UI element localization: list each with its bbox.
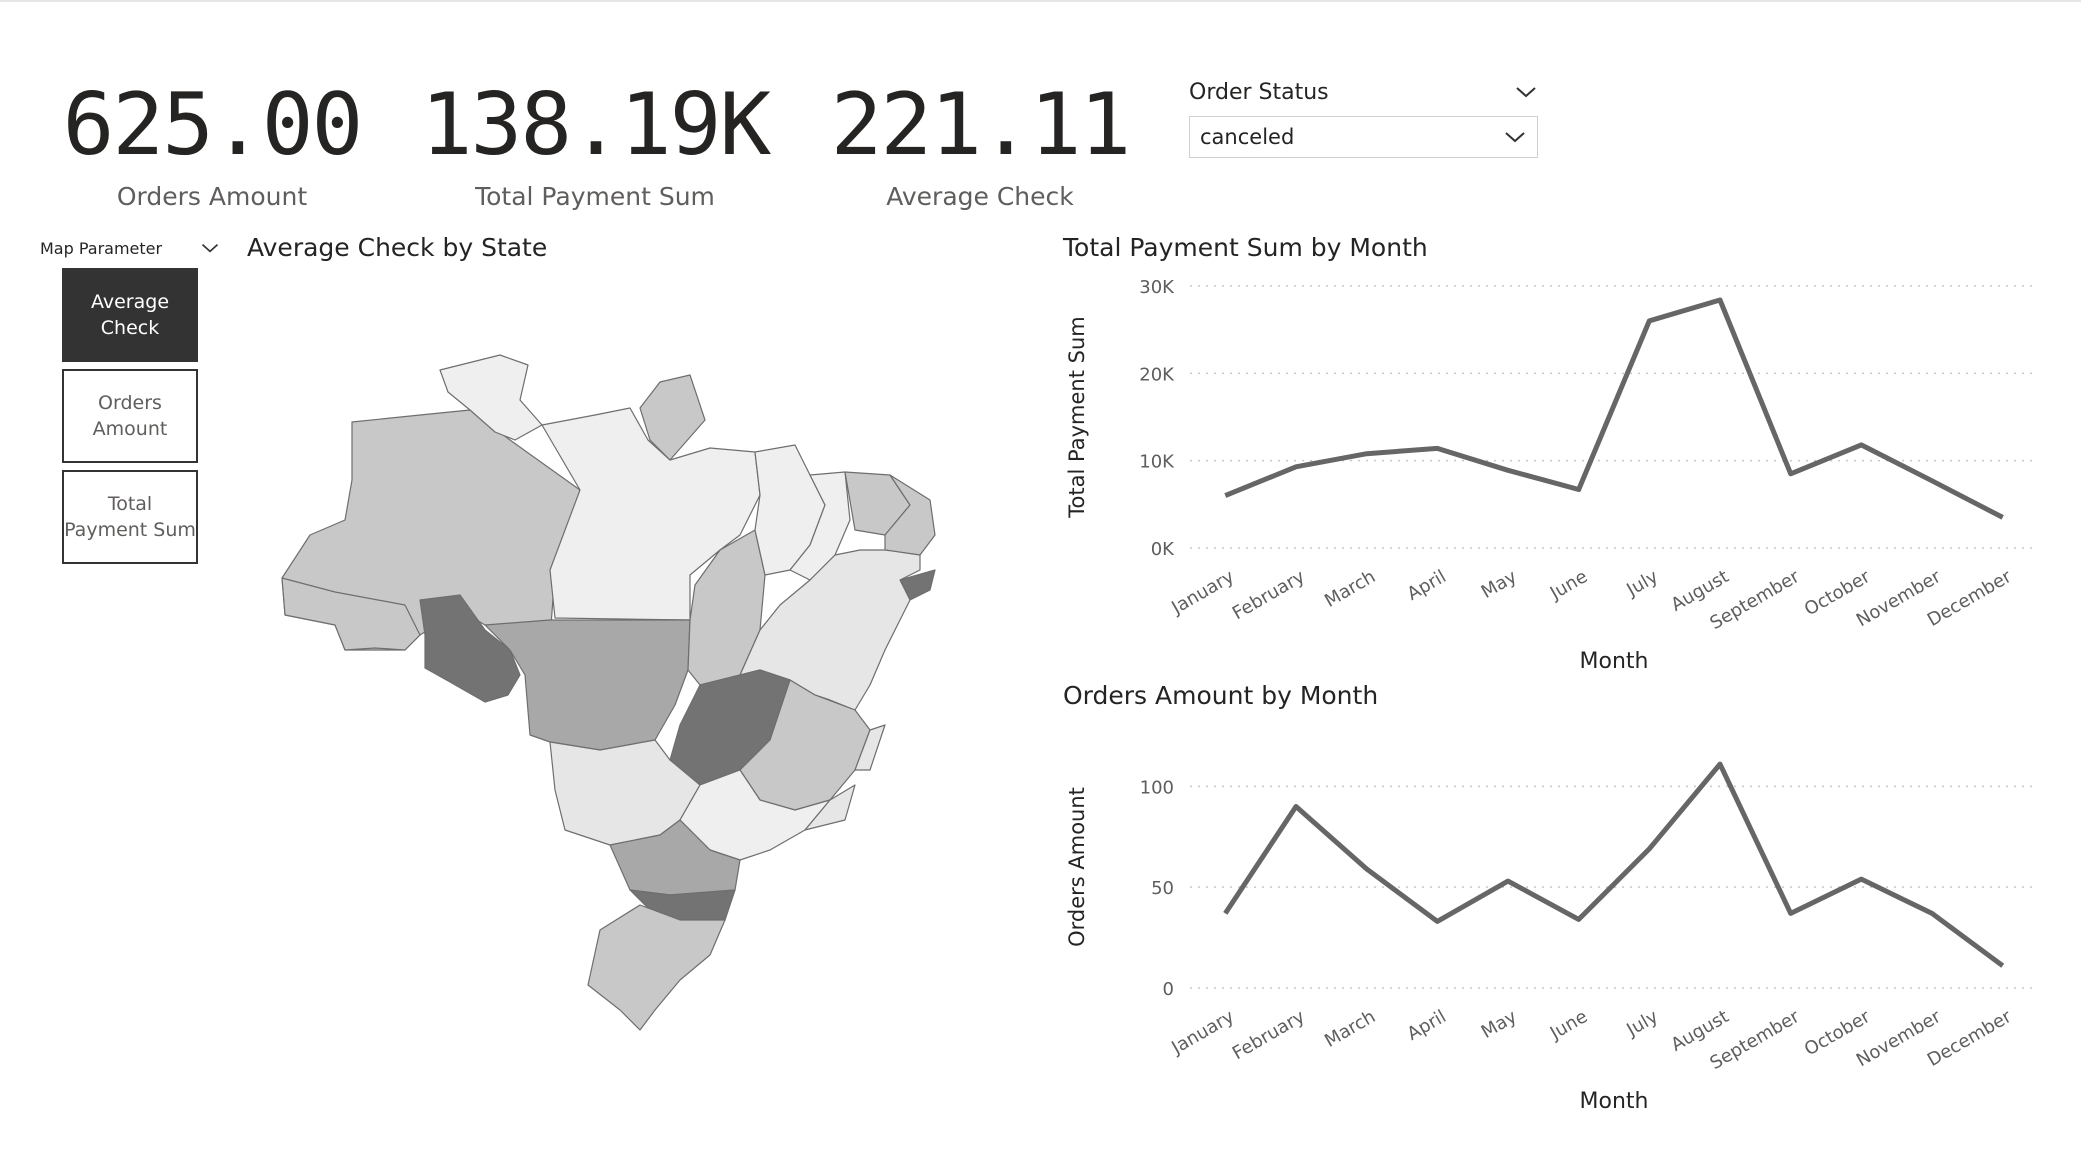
state-region-acre[interactable]: [281, 577, 421, 651]
order-status-header[interactable]: Order Status: [1189, 74, 1538, 110]
x-tick-label: January: [1167, 566, 1238, 619]
state-region-rio-grande-do-sul[interactable]: [587, 904, 726, 1031]
map-parameter-option-average-check[interactable]: Average Check: [62, 268, 198, 362]
state-region-para[interactable]: [541, 407, 761, 621]
top-border: [0, 0, 2081, 2]
map-parameter-header[interactable]: Map Parameter: [40, 233, 220, 263]
series-line: [1223, 761, 2005, 968]
kpi-card-average-check: 221.11 Average Check: [790, 70, 1170, 211]
y-tick-label: 100: [1140, 777, 1174, 798]
kpi-label: Average Check: [886, 182, 1074, 211]
x-tick-label: January: [1167, 1006, 1238, 1059]
map-parameter-slicer: Map Parameter Average Check Orders Amoun…: [40, 233, 220, 571]
chevron-down-icon[interactable]: [200, 242, 220, 254]
y-tick-label: 50: [1151, 878, 1174, 899]
x-tick-label: May: [1478, 566, 1521, 603]
state-region-rondonia[interactable]: [419, 594, 521, 703]
chevron-down-icon[interactable]: [1514, 85, 1538, 99]
x-tick-label: March: [1321, 1006, 1379, 1052]
y-tick-label: 10K: [1139, 452, 1175, 473]
kpi-card-orders-amount: 625.00 Orders Amount: [22, 70, 402, 211]
x-tick-label: May: [1478, 1006, 1521, 1043]
series-line: [1224, 297, 2004, 520]
x-tick-label: February: [1229, 566, 1309, 624]
state-region-rio-de-janeiro[interactable]: [804, 784, 856, 831]
state-region-mato-grosso[interactable]: [484, 619, 691, 751]
x-tick-label: March: [1321, 566, 1379, 612]
order-status-slicer: Order Status canceled: [1189, 74, 1538, 158]
order-status-title: Order Status: [1189, 79, 1329, 105]
order-status-selected: canceled: [1200, 125, 1295, 149]
kpi-value: 221.11: [830, 75, 1132, 175]
x-tick-label: April: [1404, 566, 1450, 605]
map-title: Average Check by State: [247, 233, 548, 262]
x-axis-label: Month: [1580, 649, 1649, 674]
kpi-value: 138.19K: [420, 75, 771, 175]
x-axis-label: Month: [1580, 1089, 1649, 1114]
state-region-espirito-santo[interactable]: [854, 724, 886, 771]
map-parameter-title: Map Parameter: [40, 238, 163, 258]
kpi-card-total-payment-sum: 138.19K Total Payment Sum: [405, 70, 785, 211]
chevron-down-icon: [1505, 132, 1525, 143]
kpi-label: Total Payment Sum: [475, 182, 715, 211]
y-tick-label: 20K: [1139, 364, 1175, 385]
x-tick-label: July: [1622, 566, 1662, 601]
state-region-roraima[interactable]: [439, 354, 543, 441]
y-tick-label: 0K: [1151, 539, 1175, 560]
y-axis-label: Total Payment Sum: [1065, 316, 1089, 518]
chart-title-total-payment-sum: Total Payment Sum by Month: [1063, 233, 1428, 262]
map-parameter-option-total-payment-sum[interactable]: Total Payment Sum: [62, 470, 198, 564]
x-tick-label: February: [1229, 1006, 1309, 1064]
y-tick-label: 0: [1163, 979, 1174, 1000]
chart-title-orders-amount: Orders Amount by Month: [1063, 681, 1379, 710]
y-tick-label: 30K: [1139, 277, 1175, 298]
map-parameter-option-orders-amount[interactable]: Orders Amount: [62, 369, 198, 463]
kpi-value: 625.00: [62, 75, 364, 175]
x-tick-label: April: [1404, 1006, 1450, 1045]
order-status-dropdown[interactable]: canceled: [1189, 116, 1538, 158]
brazil-state-map[interactable]: [270, 330, 980, 1050]
x-tick-label: June: [1546, 566, 1591, 604]
y-axis-label: Orders Amount: [1065, 787, 1089, 947]
x-tick-label: July: [1622, 1006, 1662, 1041]
x-tick-label: June: [1546, 1006, 1591, 1044]
kpi-label: Orders Amount: [116, 182, 308, 211]
